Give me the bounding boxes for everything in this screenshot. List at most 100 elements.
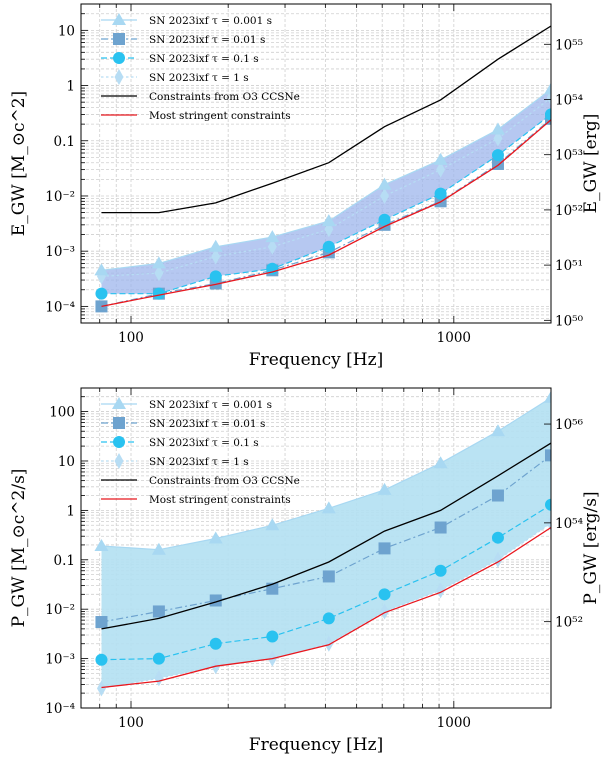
data-point <box>491 531 504 544</box>
data-point <box>95 287 108 300</box>
data-point <box>436 582 446 599</box>
legend-item: SN 2023ixf τ = 1 s <box>101 69 249 85</box>
legend-item: Constraints from O3 CCSNe <box>101 475 300 487</box>
series-5 <box>101 119 551 308</box>
x-axis-label: Frequency [Hz] <box>249 735 383 755</box>
legend-marker <box>113 417 125 429</box>
data-point <box>433 456 448 469</box>
legend-item: SN 2023ixf τ = 0.001 s <box>101 397 272 411</box>
legend-item: SN 2023ixf τ = 0.1 s <box>101 436 259 449</box>
data-point <box>491 489 504 502</box>
y-tick-label: 0.1 <box>54 134 75 150</box>
legend-label: SN 2023ixf τ = 0.001 s <box>149 15 272 27</box>
series-line <box>101 118 551 307</box>
x-tick-label: 100 <box>118 330 144 346</box>
data-point <box>94 539 109 552</box>
data-point <box>151 256 166 269</box>
y2-axis-label: P_GW [erg/s] <box>581 491 601 604</box>
y-tick-label: 100 <box>49 405 75 421</box>
data-point <box>209 637 222 650</box>
data-point <box>434 564 447 577</box>
legend-marker <box>112 13 126 25</box>
data-point <box>436 161 446 178</box>
data-point <box>378 542 391 555</box>
data-point <box>152 287 165 300</box>
y2-tick-label: 10⁵⁰ <box>555 313 584 329</box>
legend-label: SN 2023ixf τ = 0.001 s <box>149 399 272 411</box>
y-tick-label: 10⁻⁴ <box>45 701 75 717</box>
series-line <box>101 119 551 308</box>
series-1 <box>95 449 551 629</box>
axes-frame <box>80 387 552 709</box>
y2-tick-label: 10⁵⁴ <box>555 516 583 532</box>
y2-tick-label: 10⁵⁶ <box>555 417 584 433</box>
data-point <box>95 653 108 666</box>
legend-item: Constraints from O3 CCSNe <box>101 91 300 103</box>
y-tick-label: 0.1 <box>54 553 75 569</box>
legend-marker <box>114 69 124 85</box>
legend-item: SN 2023ixf τ = 0.1 s <box>101 52 259 65</box>
data-point <box>154 670 164 687</box>
data-point <box>545 449 551 462</box>
ticks <box>80 387 552 709</box>
data-point <box>96 680 106 697</box>
legend-label: SN 2023ixf τ = 0.1 s <box>149 437 259 449</box>
data-point <box>265 518 280 531</box>
x-tick-label: 100 <box>118 715 144 731</box>
data-point <box>490 424 505 437</box>
legend-label: Constraints from O3 CCSNe <box>149 91 300 103</box>
series-line <box>101 526 551 689</box>
legend-label: Constraints from O3 CCSNe <box>149 475 300 487</box>
y-tick-label: 10⁻³ <box>45 244 75 260</box>
x-tick-label: 1000 <box>437 715 471 731</box>
data-point <box>433 152 448 165</box>
data-point <box>434 521 447 534</box>
legend: SN 2023ixf τ = 0.001 s SN 2023ixf τ = 0.0… <box>101 397 300 506</box>
series-line <box>101 442 551 630</box>
data-point <box>267 238 277 255</box>
data-point <box>377 482 392 495</box>
y-tick-label: 10⁻² <box>45 602 75 618</box>
data-point <box>151 542 166 555</box>
legend-item: SN 2023ixf τ = 0.01 s <box>101 417 265 430</box>
series-line <box>101 504 551 661</box>
data-point <box>378 213 391 226</box>
legend: SN 2023ixf τ = 0.001 s SN 2023ixf τ = 0.0… <box>101 13 300 122</box>
legend-item: SN 2023ixf τ = 1 s <box>101 453 249 469</box>
data-point <box>322 612 335 625</box>
data-point <box>208 239 223 252</box>
legend-marker <box>112 397 126 409</box>
data-point <box>95 616 108 629</box>
x-axis-label: Frequency [Hz] <box>249 350 383 370</box>
data-point <box>208 531 223 544</box>
data-point <box>545 498 551 511</box>
data-point <box>545 108 551 121</box>
legend-marker <box>113 33 125 45</box>
data-point <box>95 300 108 313</box>
y2-tick-label: 10⁵⁵ <box>555 37 583 53</box>
y2-tick-label: 10⁵² <box>555 203 583 219</box>
series-2 <box>95 108 551 300</box>
legend-label: SN 2023ixf τ = 0.1 s <box>149 53 259 65</box>
series-0 <box>94 82 551 276</box>
data-point <box>152 652 165 665</box>
power-chart: 100 1000 10⁻⁴ 10⁻³ 10⁻² 0.1 1 10 100 10⁵² 10⁵⁴ 10⁵⁶… <box>9 387 601 755</box>
data-point <box>377 177 392 190</box>
legend-label: Most stringent constraints <box>149 494 291 506</box>
data-point <box>94 263 109 276</box>
data-point <box>544 82 551 95</box>
x-tick-label: 1000 <box>437 330 471 346</box>
series-0 <box>94 390 551 555</box>
plot-area <box>94 25 551 313</box>
axes-frame <box>80 3 552 324</box>
y-tick-label: 1 <box>66 503 75 519</box>
data-point <box>324 635 334 652</box>
data-point <box>380 603 390 620</box>
legend-label: Most stringent constraints <box>149 110 291 122</box>
plot-area <box>94 390 551 697</box>
legend-item: Most stringent constraints <box>101 494 291 506</box>
y-tick-label: 10⁻⁴ <box>45 299 75 315</box>
legend-label: SN 2023ixf τ = 0.01 s <box>149 34 265 46</box>
legend-marker <box>113 52 125 64</box>
series-line <box>101 25 551 214</box>
